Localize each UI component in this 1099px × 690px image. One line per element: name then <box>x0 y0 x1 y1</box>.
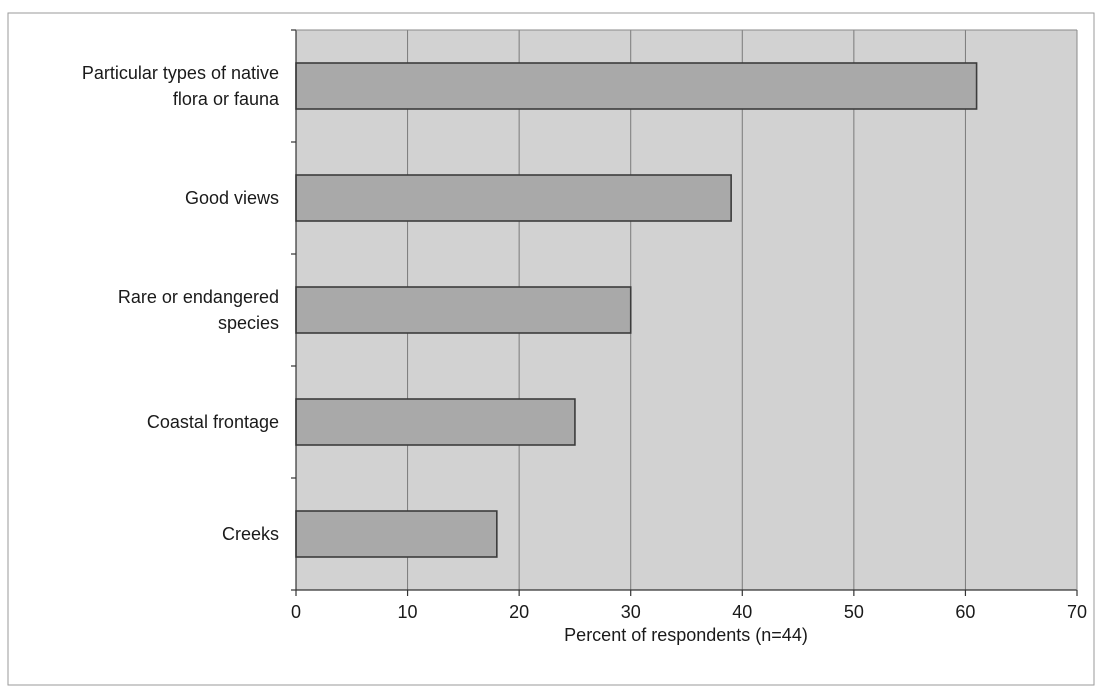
category-label-line: flora or fauna <box>173 89 280 109</box>
bar <box>295 398 576 446</box>
category-label: Particular types of native flora or fauna <box>82 63 280 109</box>
x-tick-label: 40 <box>732 602 752 622</box>
x-tick-label: 70 <box>1067 602 1087 622</box>
category-label-line: Rare or endangered <box>118 287 279 307</box>
bar <box>295 174 732 222</box>
x-tick-label: 20 <box>509 602 529 622</box>
category-label: Rare or endangered species <box>118 287 279 333</box>
bars <box>295 62 978 558</box>
x-tick-label: 10 <box>398 602 418 622</box>
category-label-line: Particular types of native <box>82 63 279 83</box>
axes <box>291 29 1078 596</box>
x-tick-label: 0 <box>291 602 301 622</box>
category-label: Good views <box>185 188 279 208</box>
x-tick-labels: 0 10 20 30 40 50 60 70 <box>291 602 1087 622</box>
category-label: Coastal frontage <box>147 412 279 432</box>
category-labels: Particular types of native flora or fauna… <box>82 63 280 544</box>
category-label: Creeks <box>222 524 279 544</box>
x-tick-label: 60 <box>955 602 975 622</box>
category-label-line: Creeks <box>222 524 279 544</box>
category-label-line: Good views <box>185 188 279 208</box>
x-axis-title: Percent of respondents (n=44) <box>564 625 808 645</box>
category-label-line: Coastal frontage <box>147 412 279 432</box>
x-tick-label: 50 <box>844 602 864 622</box>
bar <box>295 510 498 558</box>
bar <box>295 62 978 110</box>
bar <box>295 286 632 334</box>
category-label-line: species <box>218 313 279 333</box>
x-tick-label: 30 <box>621 602 641 622</box>
